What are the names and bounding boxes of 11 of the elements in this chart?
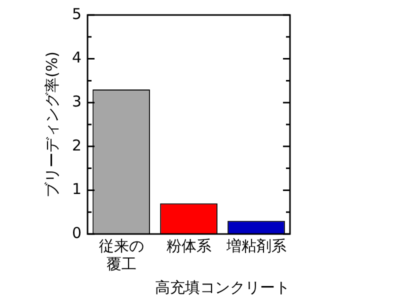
x-axis-title: 高充填コンクリート (155, 278, 290, 296)
x-tick-label: 従来の覆工 (98, 236, 144, 273)
y-tick-label: 1 (72, 180, 82, 198)
y-tick-label: 0 (72, 224, 82, 242)
y-axis-title: ブリーディング率(%) (42, 52, 61, 198)
x-tick-label: 粉体系 (166, 236, 212, 255)
y-tick-label: 2 (72, 136, 82, 154)
y-tick-label: 3 (72, 92, 82, 110)
y-tick-label: 5 (72, 4, 82, 23)
x-tick-label: 増粘剤系 (225, 236, 286, 255)
y-tick-label: 4 (72, 48, 82, 67)
